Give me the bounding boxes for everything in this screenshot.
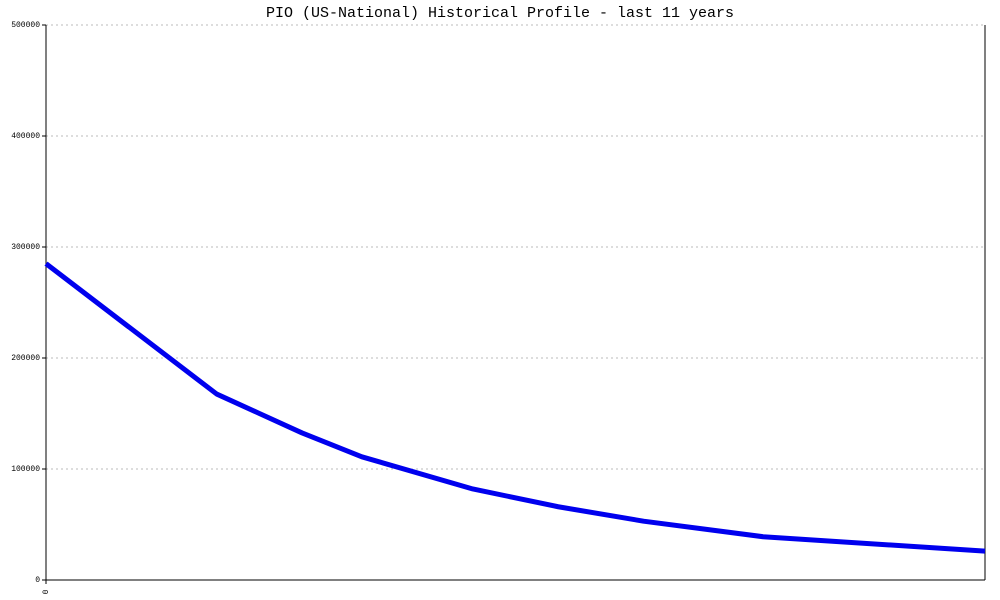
data-line xyxy=(44,261,986,554)
chart-title: PIO (US-National) Historical Profile - l… xyxy=(266,5,734,22)
y-tick-label: 100000 xyxy=(11,465,40,474)
y-tick-label: 500000 xyxy=(11,21,40,30)
y-tick-label: 200000 xyxy=(11,354,40,363)
x-tick-label: 0 xyxy=(42,589,51,594)
y-tick-label: 400000 xyxy=(11,132,40,141)
y-tick-label: 300000 xyxy=(11,243,40,252)
y-tick-label: 0 xyxy=(35,576,40,585)
